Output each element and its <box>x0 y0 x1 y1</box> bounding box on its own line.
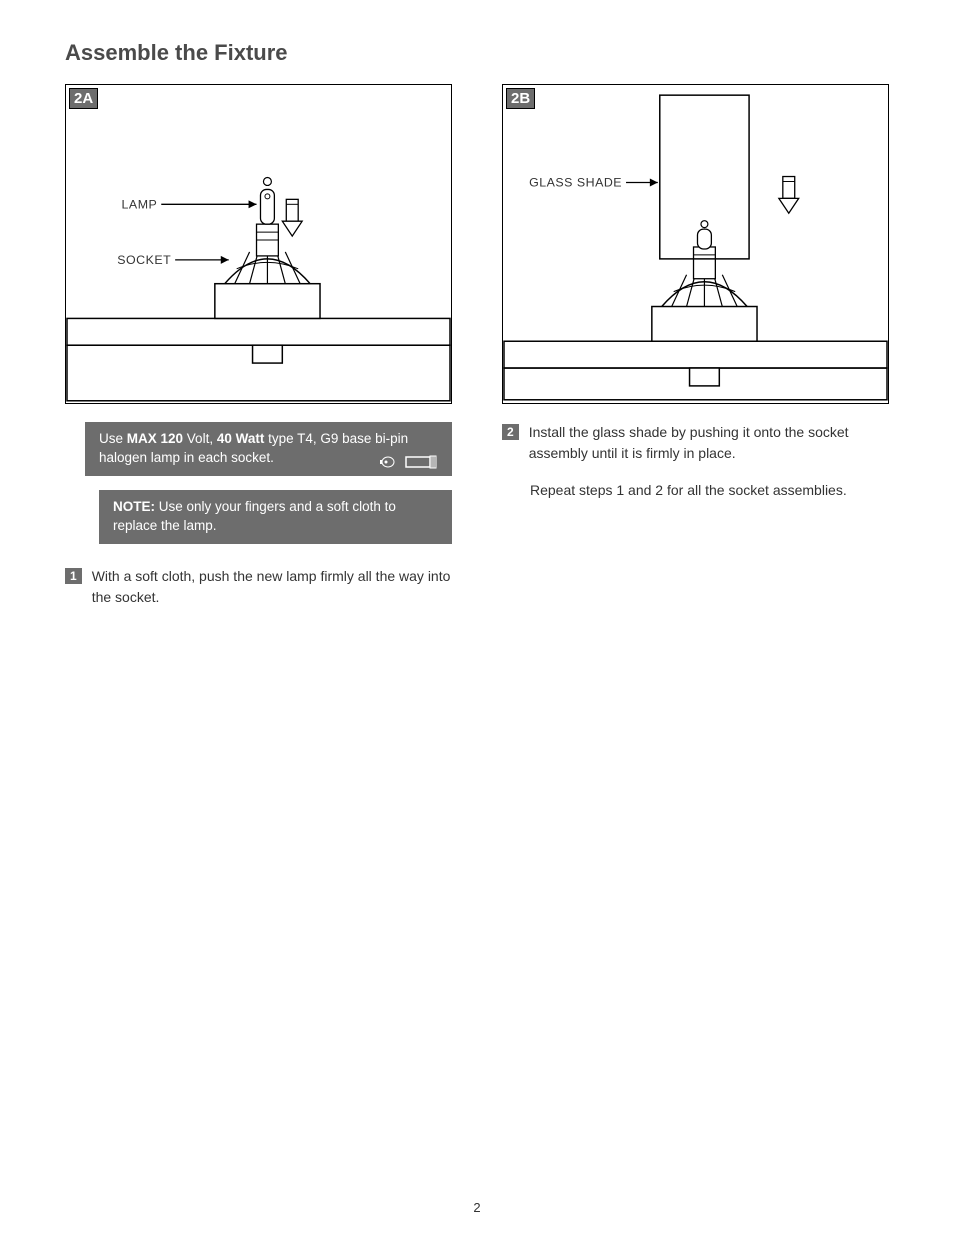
repeat-text: Repeat steps 1 and 2 for all the socket … <box>530 482 889 498</box>
diagram-2b: 2B <box>502 84 889 404</box>
bulb-icon <box>378 454 438 470</box>
diagram-2b-svg: GLASS SHADE <box>503 85 888 403</box>
step-1-badge: 1 <box>65 568 82 584</box>
socket-label: SOCKET <box>117 253 171 267</box>
note-label: NOTE: <box>113 499 155 514</box>
note-box: NOTE: Use only your fingers and a soft c… <box>99 490 452 544</box>
lamp-label: LAMP <box>122 197 158 211</box>
diagram-2a-svg: LAMP SOCKET <box>66 85 451 403</box>
content-columns: 2A <box>65 84 889 608</box>
step-2-text: Install the glass shade by pushing it on… <box>529 422 889 464</box>
spec-box: Use MAX 120 Volt, 40 Watt type T4, G9 ba… <box>85 422 452 476</box>
step-2-badge: 2 <box>502 424 519 440</box>
diagram-2a: 2A <box>65 84 452 404</box>
section-title: Assemble the Fixture <box>65 40 889 66</box>
step-badge-2b: 2B <box>506 88 535 109</box>
step-1-text: With a soft cloth, push the new lamp fir… <box>92 566 452 608</box>
glass-shade-label: GLASS SHADE <box>529 175 622 189</box>
down-arrow-icon <box>282 199 302 236</box>
left-column: 2A <box>65 84 452 608</box>
down-arrow-icon <box>779 177 799 214</box>
step-2-row: 2 Install the glass shade by pushing it … <box>502 422 889 464</box>
note-text: Use only your fingers and a soft cloth t… <box>113 499 396 533</box>
right-column: 2B <box>502 84 889 608</box>
spec-text: Use MAX 120 Volt, 40 Watt type T4, G9 ba… <box>99 431 408 465</box>
step-badge-2a: 2A <box>69 88 98 109</box>
page-number: 2 <box>0 1200 954 1215</box>
step-1-row: 1 With a soft cloth, push the new lamp f… <box>65 566 452 608</box>
